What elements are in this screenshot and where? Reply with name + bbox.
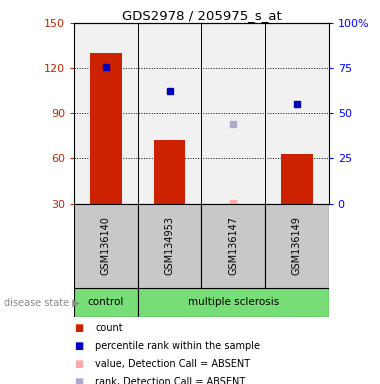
Bar — [201, 23, 265, 204]
Bar — [138, 23, 201, 204]
Text: GSM134953: GSM134953 — [165, 216, 174, 275]
FancyBboxPatch shape — [265, 204, 329, 288]
Text: ■: ■ — [74, 341, 83, 351]
Text: GSM136149: GSM136149 — [292, 216, 302, 275]
Text: multiple sclerosis: multiple sclerosis — [188, 297, 279, 308]
FancyBboxPatch shape — [138, 288, 329, 317]
Title: GDS2978 / 205975_s_at: GDS2978 / 205975_s_at — [122, 9, 281, 22]
Bar — [90, 53, 122, 204]
Text: ■: ■ — [74, 377, 83, 384]
Text: GSM136147: GSM136147 — [228, 216, 238, 275]
Bar — [74, 23, 138, 204]
Text: rank, Detection Call = ABSENT: rank, Detection Call = ABSENT — [95, 377, 245, 384]
Bar — [154, 141, 185, 204]
FancyBboxPatch shape — [74, 288, 138, 317]
Text: ■: ■ — [74, 359, 83, 369]
Text: GSM136140: GSM136140 — [101, 216, 111, 275]
FancyBboxPatch shape — [201, 204, 265, 288]
Bar — [281, 154, 313, 204]
Text: control: control — [88, 297, 124, 308]
Text: count: count — [95, 323, 123, 333]
Text: disease state ▶: disease state ▶ — [4, 297, 79, 308]
Bar — [265, 23, 329, 204]
Text: value, Detection Call = ABSENT: value, Detection Call = ABSENT — [95, 359, 250, 369]
Text: ■: ■ — [74, 323, 83, 333]
FancyBboxPatch shape — [138, 204, 201, 288]
Text: percentile rank within the sample: percentile rank within the sample — [95, 341, 260, 351]
FancyBboxPatch shape — [74, 204, 138, 288]
